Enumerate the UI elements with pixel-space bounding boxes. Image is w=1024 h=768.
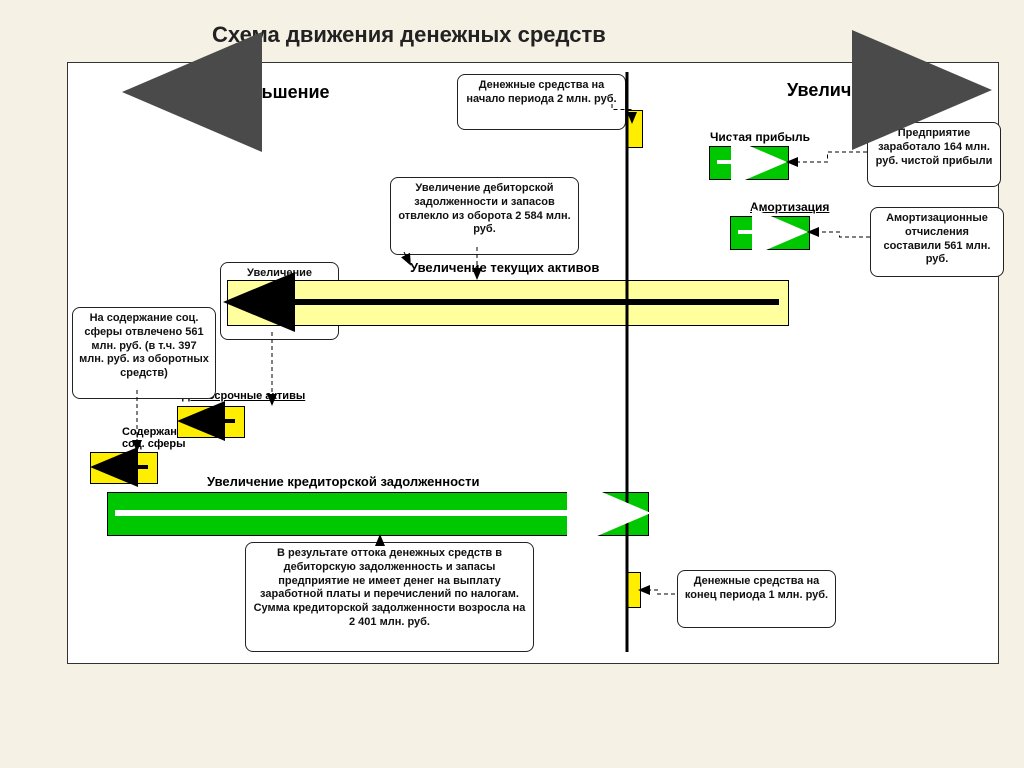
label-decrease: Уменьшение — [217, 82, 330, 103]
bar-current-assets — [227, 280, 789, 326]
label-increase: Увеличение — [787, 80, 893, 101]
bar-longterm — [177, 406, 245, 438]
label-current-assets: Увеличение текущих активов — [410, 260, 599, 275]
bar-net-profit — [709, 146, 789, 180]
label-amortization: Амортизация — [750, 200, 829, 214]
bar-creditor — [107, 492, 649, 536]
box-cash-start: Денежные средства на начало периода 2 мл… — [457, 74, 626, 130]
diagram-canvas: Схема движения денежных средств Уменьшен… — [12, 12, 1012, 756]
bar-cash-start — [627, 110, 643, 148]
box-net-profit: Предприятие заработало 164 млн. руб. чис… — [867, 122, 1001, 187]
box-cash-end: Денежные средства на конец периода 1 млн… — [677, 570, 836, 628]
bar-social — [90, 452, 158, 484]
box-receivables: Увеличение дебиторской задолженности и з… — [390, 177, 579, 255]
box-social-sphere: На содержание соц. сферы отвлечено 561 м… — [72, 307, 216, 399]
bar-amortization — [730, 216, 810, 250]
box-amortization: Амортизационные отчисления составили 561… — [870, 207, 1004, 277]
box-summary: В результате оттока денежных средств в д… — [245, 542, 534, 652]
bar-cash-end — [627, 572, 641, 608]
page-title: Схема движения денежных средств — [212, 22, 606, 48]
label-net-profit: Чистая прибыль — [710, 130, 810, 144]
label-creditor: Увеличение кредиторской задолженности — [207, 474, 479, 489]
